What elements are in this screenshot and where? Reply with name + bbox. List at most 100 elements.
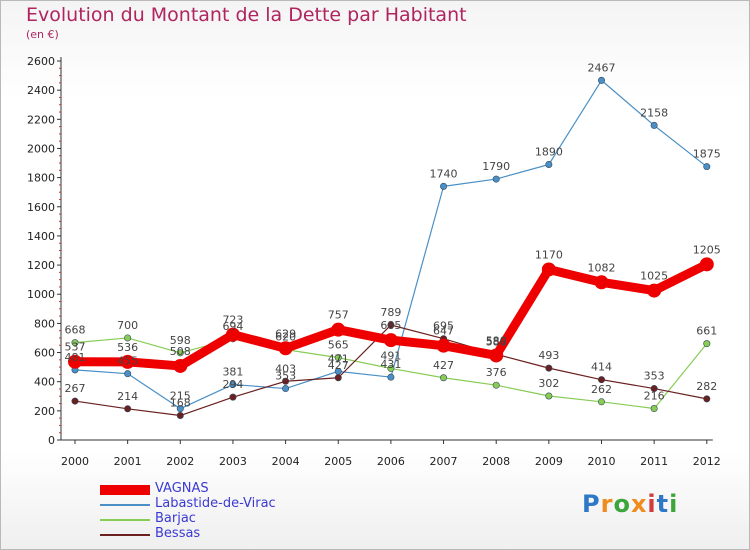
- data-label: 757: [328, 309, 349, 322]
- logo-letter: o: [613, 490, 631, 518]
- data-label: 536: [117, 341, 138, 354]
- data-point: [699, 257, 714, 272]
- data-point: [703, 340, 711, 348]
- y-tick-label: 1200: [27, 259, 55, 272]
- data-point: [650, 405, 658, 413]
- data-point: [597, 398, 605, 406]
- y-tick-label: 1400: [27, 230, 55, 243]
- data-label: 1082: [588, 261, 616, 274]
- y-tick-label: 1000: [27, 288, 55, 301]
- data-point: [334, 354, 342, 362]
- data-point: [383, 333, 398, 348]
- logo-letter: r: [600, 490, 614, 518]
- data-label: 629: [275, 327, 296, 340]
- data-point: [387, 364, 395, 372]
- x-tick-label: 2006: [377, 455, 405, 468]
- logo-letter: P: [582, 490, 601, 518]
- data-point: [225, 327, 240, 342]
- logo-letter: i: [647, 490, 657, 518]
- data-point: [278, 341, 293, 356]
- y-tick-label: 0: [48, 434, 55, 447]
- y-tick-label: 1800: [27, 172, 55, 185]
- data-label: 427: [328, 359, 349, 372]
- logo-letter: i: [669, 490, 679, 518]
- legend-label: Barjac: [155, 511, 196, 526]
- data-label: 598: [170, 334, 191, 347]
- x-tick-label: 2007: [430, 455, 458, 468]
- data-label: 214: [117, 390, 138, 403]
- data-label: 668: [65, 324, 86, 337]
- data-label: 685: [380, 319, 401, 332]
- data-point: [440, 374, 448, 382]
- chart-subtitle: (en €): [26, 28, 59, 41]
- data-label: 353: [644, 370, 665, 383]
- data-point: [282, 377, 290, 385]
- data-label: 381: [222, 365, 243, 378]
- data-label: 267: [65, 382, 86, 395]
- data-label: 2158: [640, 106, 668, 119]
- data-point: [173, 358, 188, 373]
- x-tick-label: 2009: [535, 455, 563, 468]
- legend-label: VAGNAS: [155, 481, 209, 496]
- data-label: 353: [275, 370, 296, 383]
- legend-swatch: [100, 504, 150, 506]
- data-label: 376: [486, 366, 507, 379]
- x-tick-label: 2012: [693, 455, 721, 468]
- y-tick-label: 600: [34, 347, 55, 360]
- x-tick-label: 2005: [324, 455, 352, 468]
- data-point: [282, 385, 290, 393]
- y-tick-label: 2400: [27, 84, 55, 97]
- data-point: [331, 322, 346, 337]
- data-label: 431: [380, 358, 401, 371]
- data-point: [229, 380, 237, 388]
- data-label: 262: [591, 383, 612, 396]
- data-label: 471: [328, 352, 349, 365]
- data-label: 282: [696, 380, 717, 393]
- data-point: [440, 182, 448, 190]
- data-point: [229, 393, 237, 401]
- x-tick-label: 2001: [114, 455, 142, 468]
- data-label: 215: [170, 390, 191, 403]
- data-point: [545, 364, 553, 372]
- data-point: [650, 385, 658, 393]
- y-tick-label: 800: [34, 317, 55, 330]
- data-label: 1875: [693, 148, 721, 161]
- data-label: 481: [65, 351, 86, 364]
- data-point: [650, 121, 658, 129]
- data-label: 1790: [482, 160, 510, 173]
- data-label: 1740: [430, 167, 458, 180]
- data-label: 216: [644, 390, 665, 403]
- x-tick-label: 2000: [61, 455, 89, 468]
- data-label: 661: [696, 325, 717, 338]
- legend-label: Labastide-de-Virac: [155, 496, 276, 511]
- x-tick-label: 2003: [219, 455, 247, 468]
- data-point: [541, 262, 556, 277]
- data-point: [334, 374, 342, 382]
- legend-swatch: [100, 485, 150, 495]
- data-label: 491: [380, 349, 401, 362]
- data-label: 620: [275, 331, 296, 344]
- legend-swatch: [100, 519, 150, 521]
- series-layer: [68, 76, 714, 420]
- data-label: 427: [433, 359, 454, 372]
- data-point: [594, 275, 609, 290]
- data-label: 1890: [535, 145, 563, 158]
- data-point: [492, 381, 500, 389]
- logo-letter: t: [656, 490, 670, 518]
- y-tick-label: 2200: [27, 113, 55, 126]
- data-point: [387, 373, 395, 381]
- data-label: 302: [538, 377, 559, 390]
- y-tick-label: 200: [34, 405, 55, 418]
- data-point: [492, 175, 500, 183]
- data-label: 493: [538, 349, 559, 362]
- data-point: [176, 412, 184, 420]
- series-vagnas: [68, 257, 714, 373]
- data-point: [176, 405, 184, 413]
- data-point: [71, 339, 79, 347]
- data-label: 565: [328, 339, 349, 352]
- chart-title: Evolution du Montant de la Dette par Hab…: [26, 4, 467, 26]
- data-label: 1170: [535, 248, 563, 261]
- data-label: 695: [433, 320, 454, 333]
- logo-letter: x: [630, 490, 648, 518]
